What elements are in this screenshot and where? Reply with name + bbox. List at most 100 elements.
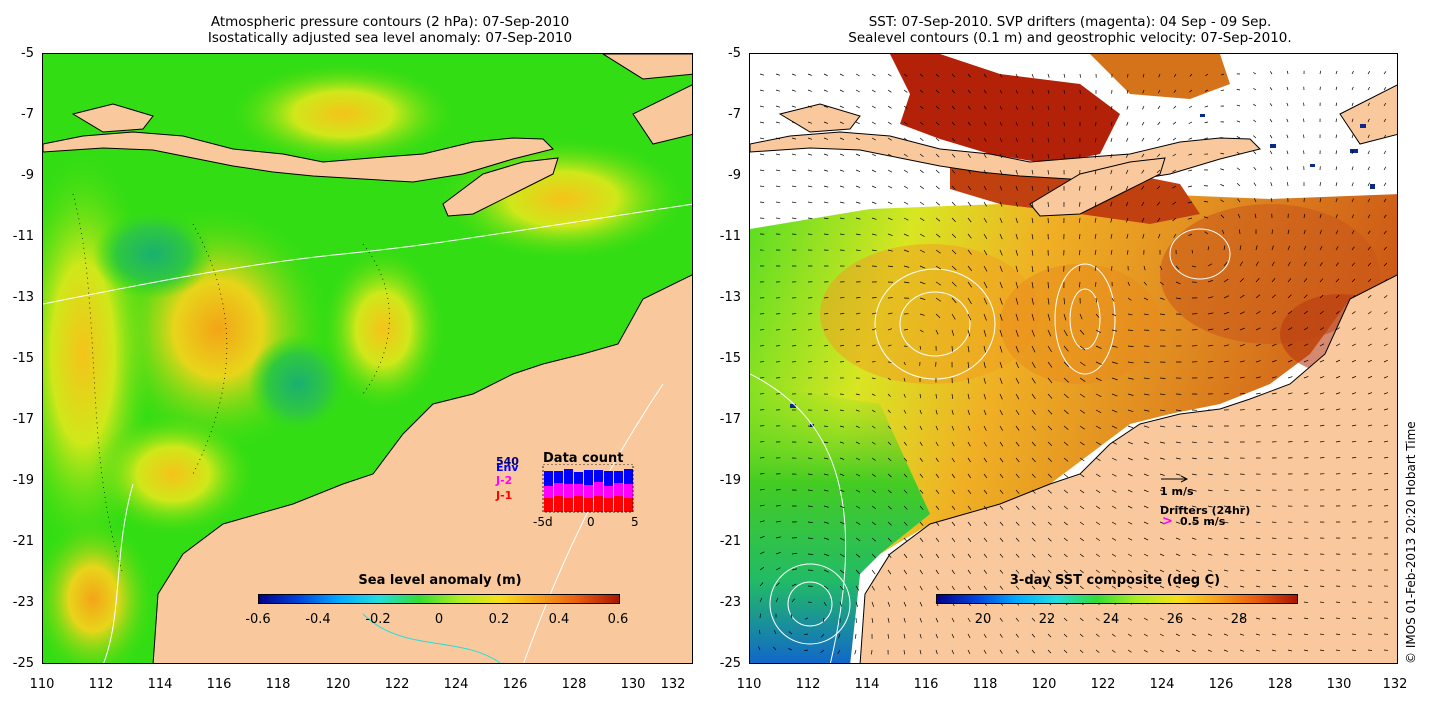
- velocity-arrow: [999, 393, 1003, 400]
- velocity-arrow: [1287, 278, 1292, 283]
- velocity-arrow: [1047, 537, 1052, 542]
- velocity-arrow: [1111, 345, 1118, 348]
- velocity-arrow: [1143, 505, 1149, 509]
- velocity-arrow: [887, 473, 892, 478]
- velocity-arrow: [1047, 361, 1053, 368]
- velocity-arrow: [935, 169, 940, 174]
- velocity-arrow: [1031, 297, 1034, 305]
- velocity-arrow: [1220, 89, 1225, 91]
- velocity-arrow: [1047, 281, 1049, 289]
- velocity-arrow: [1126, 233, 1129, 239]
- velocity-arrow: [823, 521, 829, 524]
- velocity-arrow: [839, 537, 845, 541]
- velocity-arrow: [1063, 361, 1069, 368]
- velocity-arrow: [1236, 136, 1241, 139]
- velocity-arrow: [1319, 440, 1325, 443]
- velocity-arrow: [967, 473, 972, 479]
- velocity-arrow: [999, 249, 1003, 256]
- velocity-arrow: [1015, 201, 1018, 207]
- velocity-arrow: [1095, 393, 1102, 398]
- velocity-arrow: [967, 313, 972, 321]
- velocity-arrow: [967, 537, 972, 542]
- velocity-arrow: [1079, 361, 1086, 367]
- velocity-arrow: [1255, 649, 1261, 652]
- velocity-arrow: [1220, 137, 1225, 139]
- velocity-arrow: [1207, 457, 1213, 459]
- velocity-arrow: [1111, 297, 1115, 302]
- right-title: SST: 07-Sep-2010. SVP drifters (magenta)…: [830, 14, 1310, 46]
- velocity-arrow: [871, 297, 877, 299]
- velocity-arrow: [775, 536, 781, 539]
- velocity-arrow: [1367, 327, 1372, 331]
- velocity-arrow: [1303, 310, 1308, 315]
- velocity-arrow: [1157, 121, 1161, 126]
- left-x-tick: 110: [29, 677, 55, 692]
- velocity-arrow: [951, 233, 957, 239]
- velocity-arrow: [999, 89, 1003, 94]
- velocity-arrow: [1287, 294, 1292, 299]
- velocity-arrow: [1207, 263, 1213, 267]
- velocity-arrow: [788, 631, 793, 635]
- velocity-arrow: [999, 441, 1004, 447]
- velocity-arrow: [999, 153, 1003, 159]
- right-title-line1: SST: 07-Sep-2010. SVP drifters (magenta)…: [868, 14, 1272, 30]
- velocity-arrow: [1079, 441, 1085, 446]
- velocity-arrow: [1159, 473, 1165, 476]
- velocity-arrow: [1159, 553, 1165, 557]
- velocity-arrow: [1286, 118, 1289, 123]
- velocity-arrow: [1367, 295, 1372, 299]
- velocity-arrow: [1063, 345, 1069, 352]
- histogram-bar: [594, 470, 603, 482]
- velocity-arrow: [1110, 185, 1113, 191]
- velocity-arrow: [935, 425, 939, 431]
- velocity-arrow: [1319, 424, 1325, 427]
- velocity-arrow: [919, 121, 924, 126]
- velocity-arrow: [1031, 185, 1034, 191]
- velocity-arrow: [1110, 201, 1113, 207]
- velocity-arrow: [1156, 185, 1161, 190]
- velocity-arrow: [999, 569, 1004, 574]
- velocity-arrow: [1271, 569, 1277, 572]
- velocity-arrow: [1335, 198, 1338, 203]
- velocity-arrow: [1319, 214, 1322, 219]
- velocity-arrow: [1287, 633, 1293, 636]
- velocity-arrow: [919, 393, 922, 399]
- drifter-speed-label: 0.5 m/s: [1180, 515, 1226, 528]
- velocity-arrow: [1204, 121, 1209, 124]
- velocity-arrow: [1079, 633, 1084, 638]
- velocity-arrow: [951, 425, 955, 431]
- velocity-arrow: [967, 441, 971, 447]
- velocity-arrow: [1110, 217, 1113, 223]
- velocity-arrow: [903, 121, 908, 125]
- velocity-arrow: [1269, 150, 1273, 155]
- velocity-arrow: [919, 489, 924, 494]
- velocity-arrow: [1047, 313, 1051, 321]
- velocity-arrow: [1204, 105, 1209, 108]
- velocity-arrow: [1031, 569, 1036, 574]
- velocity-arrow: [871, 89, 876, 93]
- velocity-arrow: [855, 521, 861, 525]
- velocity-arrow: [903, 521, 908, 526]
- velocity-arrow: [1110, 169, 1113, 175]
- velocity-arrow: [1095, 473, 1101, 477]
- velocity-arrow: [1175, 265, 1180, 270]
- velocity-arrow: [1367, 473, 1373, 475]
- velocity-arrow: [1255, 343, 1261, 347]
- velocity-arrow: [1351, 70, 1354, 75]
- velocity-arrow: [775, 552, 781, 555]
- velocity-arrow: [1031, 265, 1034, 273]
- velocity-arrow: [1079, 553, 1084, 558]
- velocity-arrow: [887, 393, 891, 397]
- velocity-arrow: [1175, 585, 1181, 589]
- sst-colorbar-tick: 20: [974, 612, 992, 627]
- velocity-arrow: [887, 201, 893, 205]
- velocity-arrow: [1015, 73, 1019, 78]
- velocity-arrow: [759, 473, 765, 475]
- velocity-arrow: [1063, 569, 1068, 574]
- histogram-bar: [574, 496, 583, 512]
- velocity-arrow: [1191, 521, 1197, 524]
- velocity-arrow: [1047, 649, 1052, 654]
- velocity-arrow: [1095, 585, 1100, 589]
- velocity-arrow: [903, 457, 908, 462]
- sst-colorbar-tick: 28: [1230, 612, 1248, 627]
